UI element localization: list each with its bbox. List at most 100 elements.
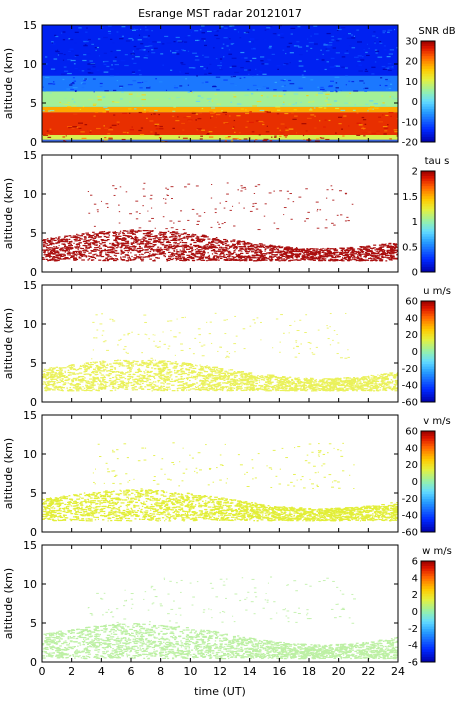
colorbar-segment xyxy=(421,196,435,200)
echo-speck xyxy=(43,377,47,379)
echo-speck xyxy=(320,256,322,258)
echo-speck-upper xyxy=(273,190,275,192)
snr-speck xyxy=(94,47,99,49)
echo-speck xyxy=(128,248,132,250)
echo-speck xyxy=(109,246,114,249)
echo-speck xyxy=(50,251,53,254)
echo-speck xyxy=(390,256,394,259)
echo-speck xyxy=(173,244,176,246)
colorbar-segment xyxy=(421,221,435,225)
echo-speck xyxy=(68,379,70,381)
snr-speck xyxy=(300,101,302,104)
echo-speck xyxy=(167,251,171,254)
snr-speck xyxy=(385,67,390,69)
echo-speck xyxy=(245,249,248,251)
echo-speck xyxy=(214,370,217,372)
echo-speck xyxy=(304,382,307,384)
echo-speck xyxy=(356,254,361,256)
snr-speck xyxy=(253,140,256,142)
snr-speck xyxy=(320,49,322,51)
echo-speck xyxy=(204,247,207,249)
echo-speck xyxy=(104,384,107,386)
echo-speck xyxy=(268,256,273,258)
snr-speck xyxy=(251,48,256,50)
echo-speck xyxy=(227,372,230,374)
echo-speck xyxy=(137,257,142,259)
echo-speck xyxy=(188,256,193,258)
snr-speck xyxy=(249,111,252,113)
echo-speck xyxy=(201,250,203,252)
echo-speck xyxy=(201,380,205,382)
snr-speck xyxy=(121,138,126,141)
echo-speck xyxy=(154,253,156,255)
echo-speck xyxy=(114,235,117,237)
snr-speck xyxy=(111,124,117,126)
echo-speck xyxy=(64,240,69,242)
echo-speck xyxy=(253,376,257,379)
echo-speck xyxy=(129,259,132,261)
echo-speck xyxy=(160,372,163,374)
echo-speck xyxy=(43,245,45,247)
snr-speck xyxy=(139,134,145,136)
snr-speck xyxy=(280,79,284,81)
snr-speck xyxy=(148,45,153,47)
echo-speck xyxy=(98,232,102,235)
echo-speck xyxy=(277,246,281,248)
echo-speck xyxy=(275,247,278,249)
snr-speck xyxy=(139,49,144,51)
snr-speck xyxy=(61,103,65,105)
echo-speck xyxy=(207,376,211,378)
echo-speck xyxy=(64,241,68,243)
echo-speck xyxy=(332,256,337,259)
echo-speck xyxy=(331,253,336,255)
echo-speck xyxy=(75,238,79,240)
echo-speck xyxy=(214,252,218,254)
echo-speck xyxy=(320,249,324,252)
echo-speck xyxy=(213,259,217,261)
echo-speck xyxy=(196,365,198,367)
echo-speck xyxy=(389,259,392,261)
echo-speck xyxy=(352,378,357,380)
snr-speck xyxy=(192,67,196,69)
echo-speck xyxy=(362,376,366,378)
echo-speck xyxy=(77,234,80,236)
snr-speck xyxy=(232,75,236,78)
snr-speck xyxy=(297,26,301,28)
echo-speck xyxy=(326,249,330,252)
snr-speck xyxy=(104,90,109,92)
echo-speck xyxy=(158,373,163,375)
echo-speck xyxy=(105,374,110,376)
snr-speck xyxy=(347,102,351,104)
echo-speck xyxy=(46,381,50,383)
snr-speck xyxy=(276,127,279,129)
snr-speck xyxy=(280,25,282,27)
echo-speck xyxy=(213,256,216,258)
echo-speck xyxy=(371,386,374,388)
snr-speck xyxy=(245,112,250,115)
echo-speck xyxy=(147,247,151,249)
snr-speck xyxy=(348,80,351,82)
snr-speck xyxy=(388,87,392,90)
echo-speck xyxy=(61,389,63,391)
echo-speck xyxy=(160,243,162,245)
echo-speck xyxy=(154,244,156,246)
echo-speck xyxy=(100,255,105,258)
echo-speck xyxy=(103,244,106,246)
echo-speck xyxy=(68,388,73,391)
echo-speck xyxy=(61,253,65,255)
echo-speck xyxy=(99,231,101,234)
echo-speck xyxy=(229,384,233,386)
echo-speck xyxy=(327,378,331,380)
echo-speck xyxy=(89,362,92,364)
echo-speck xyxy=(328,259,333,261)
echo-speck xyxy=(338,253,340,256)
echo-speck xyxy=(259,250,263,253)
snr-speck xyxy=(286,46,291,48)
echo-speck xyxy=(200,382,205,384)
echo-speck xyxy=(190,388,192,390)
echo-speck xyxy=(152,359,154,361)
echo-speck xyxy=(99,231,104,233)
echo-speck xyxy=(157,248,161,251)
snr-speck xyxy=(376,130,380,132)
echo-speck xyxy=(344,249,346,251)
